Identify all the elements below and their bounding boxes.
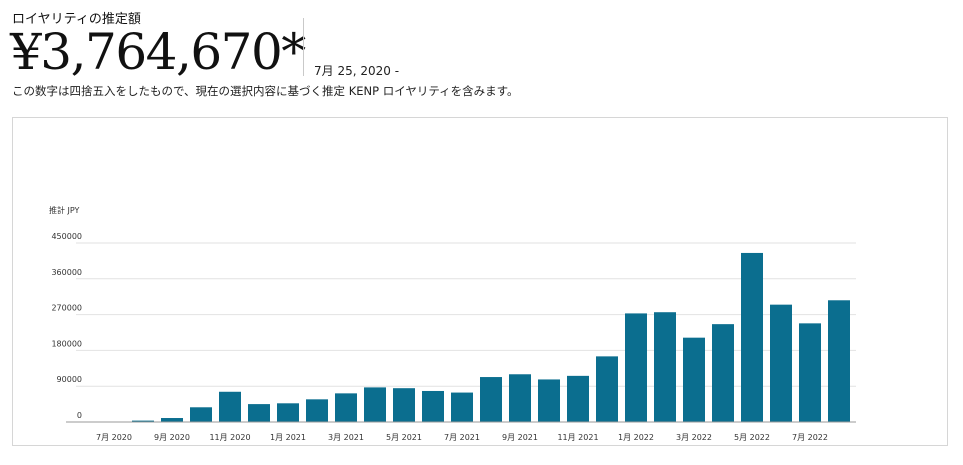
bar-2021-01[interactable] — [277, 403, 299, 422]
bar-2022-03[interactable] — [683, 337, 705, 422]
bar-2022-07[interactable] — [799, 323, 821, 422]
bar-2022-08[interactable] — [828, 300, 850, 422]
x-tick-label: 9月 2021 — [502, 433, 538, 442]
y-tick-label: 90000 — [57, 375, 82, 384]
bar-2022-06[interactable] — [770, 304, 792, 422]
bar-2021-02[interactable] — [306, 399, 328, 422]
royalty-estimate-label: ロイヤリティの推定額 — [12, 12, 141, 27]
y-tick-label: 0 — [77, 411, 82, 420]
x-tick-label: 9月 2020 — [154, 433, 190, 442]
bar-2022-02[interactable] — [654, 312, 676, 422]
x-tick-label: 11月 2020 — [209, 433, 250, 442]
bar-2021-12[interactable] — [596, 356, 618, 422]
bar-2022-04[interactable] — [712, 324, 734, 422]
bar-2021-10[interactable] — [538, 379, 560, 422]
bar-2021-09[interactable] — [509, 374, 531, 422]
y-tick-label: 450000 — [51, 232, 82, 241]
x-tick-label: 7月 2022 — [792, 433, 828, 442]
y-tick-label: 270000 — [51, 304, 82, 313]
header-divider — [303, 18, 304, 76]
bar-2020-09[interactable] — [161, 418, 183, 422]
bar-2021-08[interactable] — [480, 377, 502, 422]
y-axis-ticks: 0 90000 180000 270000 360000 450000 — [51, 232, 82, 420]
x-axis-ticks: 7月 2020 9月 2020 11月 2020 1月 2021 3月 2021 5月 2… — [96, 433, 828, 442]
royalty-total-amount: ¥3,764,670* — [10, 23, 306, 81]
y-tick-label: 180000 — [51, 339, 82, 348]
bars — [103, 252, 850, 423]
rounding-note: この数字は四捨五入をしたもので、現在の選択内容に基づく推定 KENP ロイヤリテ… — [12, 84, 519, 98]
x-tick-label: 5月 2022 — [734, 433, 770, 442]
date-range: 7月 25, 2020 - — [314, 64, 400, 78]
royalty-chart-panel: 0 90000 180000 270000 360000 450000 7月 2020 9月… — [12, 117, 948, 446]
royalty-bar-chart: 0 90000 180000 270000 360000 450000 7月 2020 9月… — [49, 205, 856, 442]
grid-lines — [76, 242, 856, 387]
bar-2021-03[interactable] — [335, 393, 357, 422]
y-axis-title: 推計 JPY — [49, 205, 80, 215]
y-tick-label: 360000 — [51, 268, 82, 277]
bar-2021-06[interactable] — [422, 390, 444, 422]
bar-2021-05[interactable] — [393, 388, 415, 422]
bar-2020-11[interactable] — [219, 391, 241, 422]
bar-2022-05[interactable] — [741, 252, 763, 422]
bar-2020-08[interactable] — [132, 420, 154, 422]
x-tick-label: 7月 2020 — [96, 433, 132, 442]
bar-2022-01[interactable] — [625, 313, 647, 422]
x-tick-label: 1月 2022 — [618, 433, 654, 442]
bar-2021-04[interactable] — [364, 387, 386, 422]
x-tick-label: 1月 2021 — [270, 433, 306, 442]
bar-2021-07[interactable] — [451, 392, 473, 422]
bar-2021-11[interactable] — [567, 375, 589, 422]
x-tick-label: 11月 2021 — [557, 433, 598, 442]
bar-2020-10[interactable] — [190, 407, 212, 422]
bar-2020-12[interactable] — [248, 404, 270, 422]
x-tick-label: 3月 2022 — [676, 433, 712, 442]
x-tick-label: 5月 2021 — [386, 433, 422, 442]
x-tick-label: 7月 2021 — [444, 433, 480, 442]
x-tick-label: 3月 2021 — [328, 433, 364, 442]
